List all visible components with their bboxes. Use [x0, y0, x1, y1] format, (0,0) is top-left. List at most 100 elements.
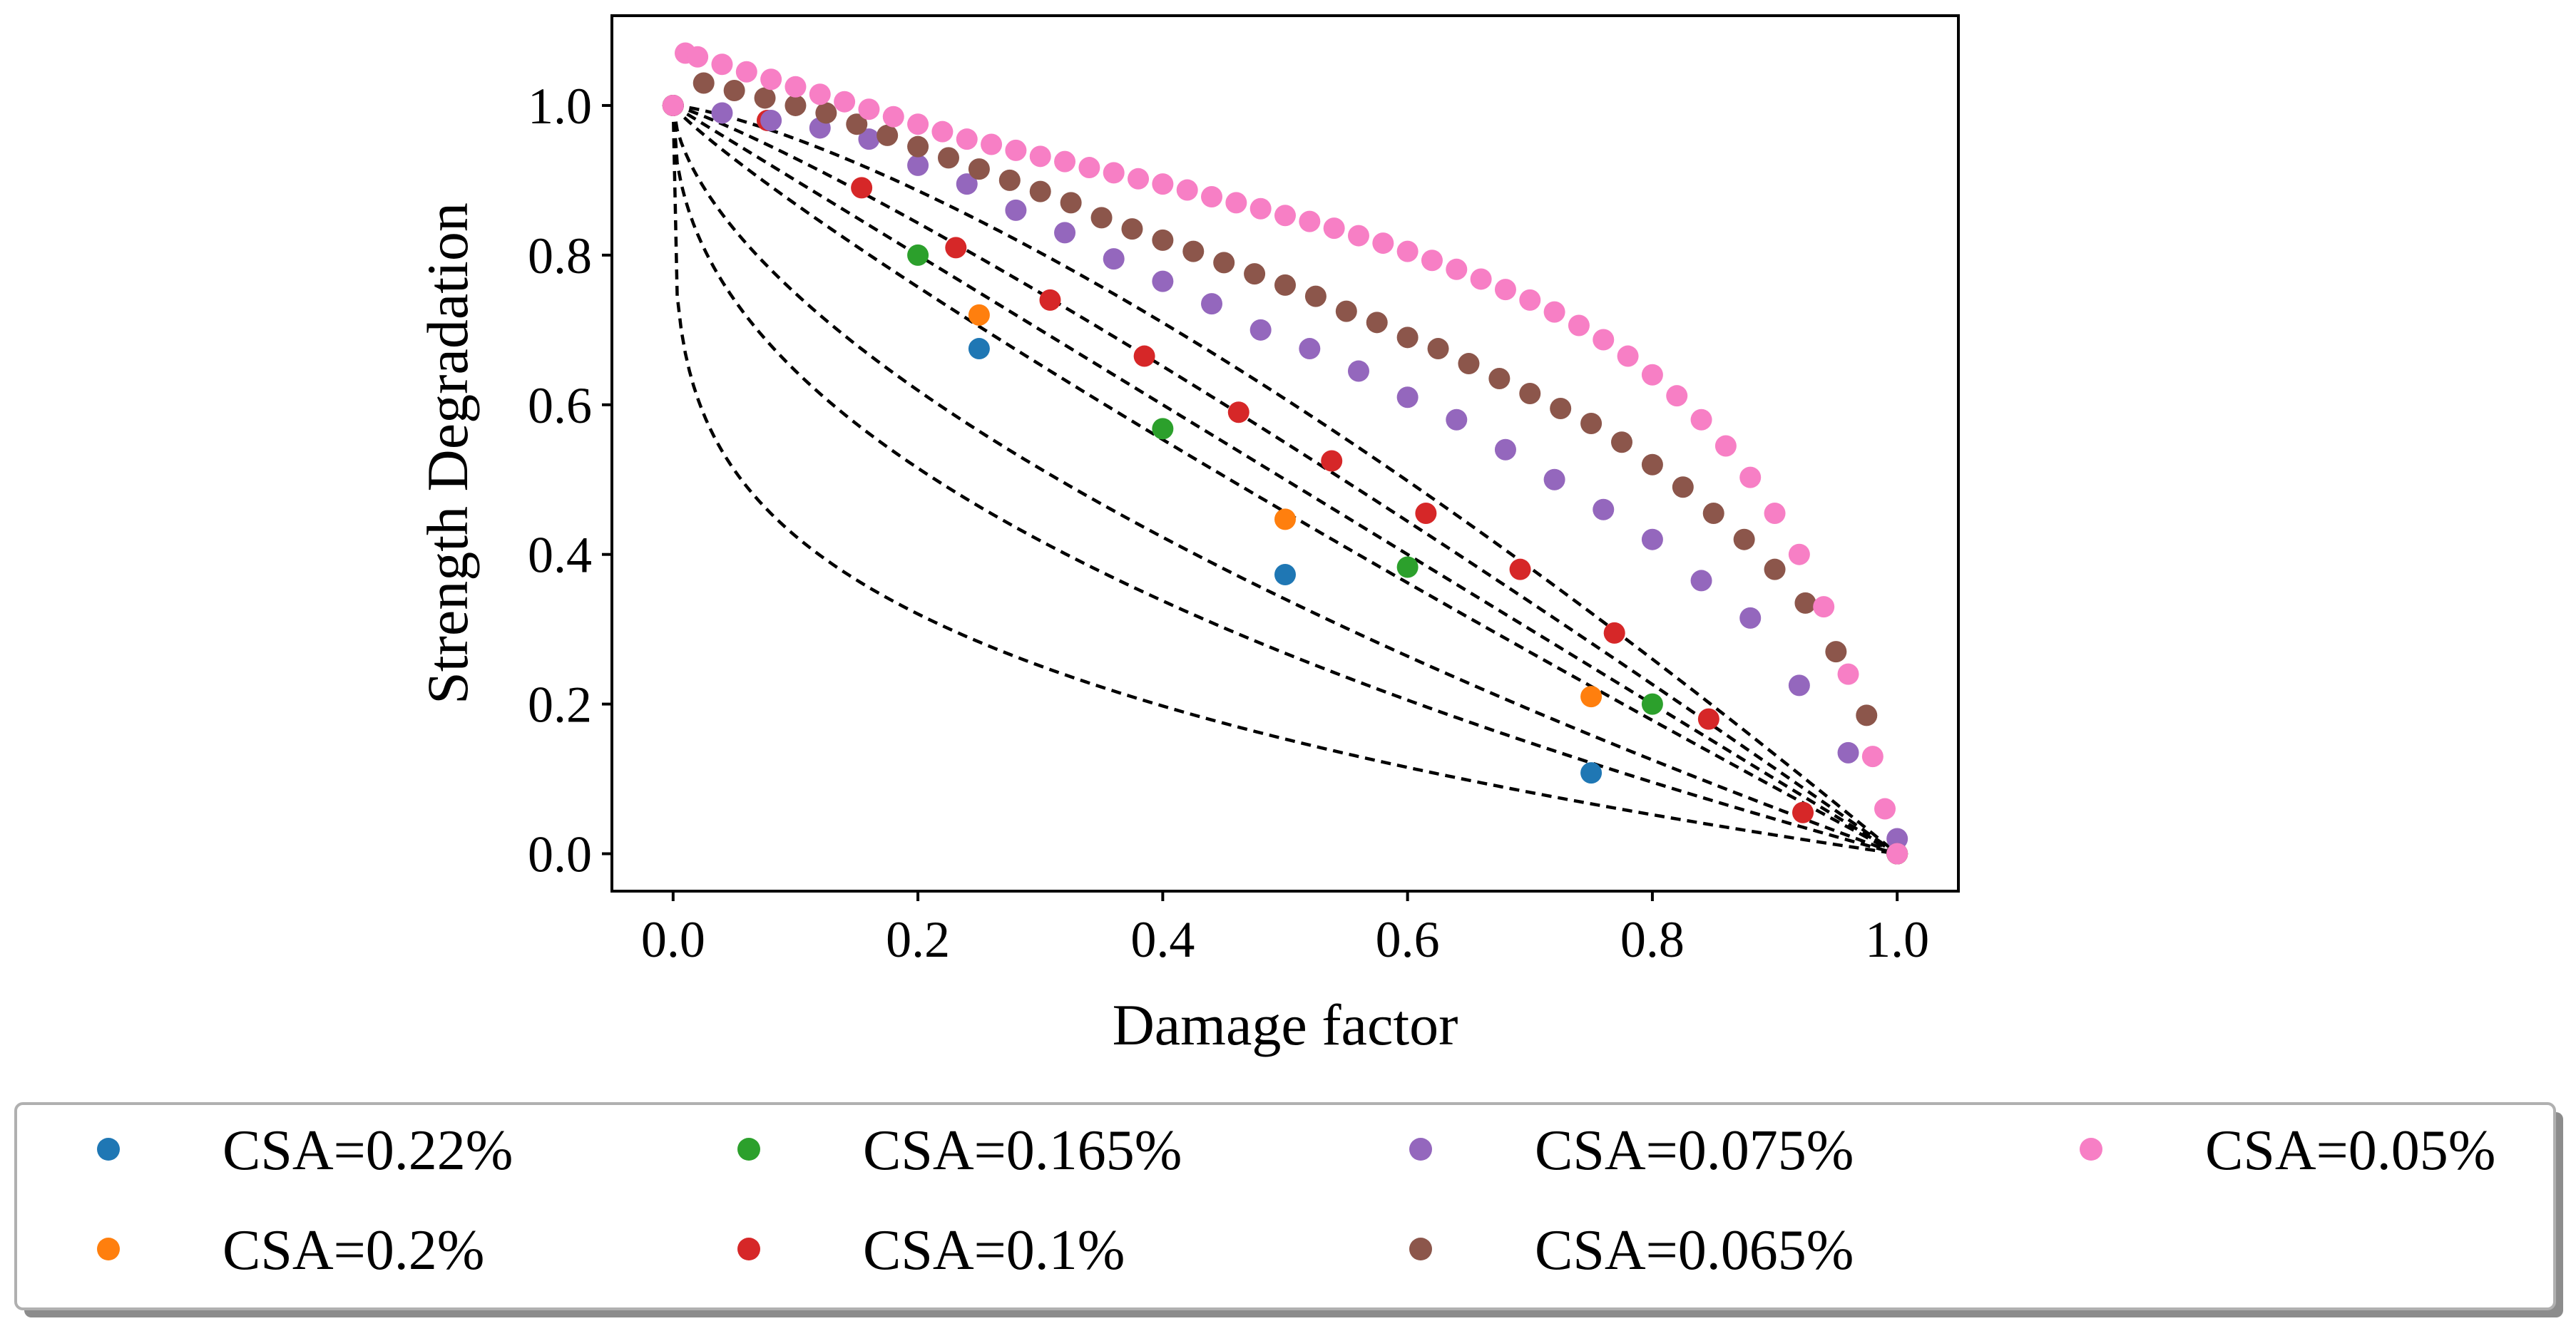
data-point	[1274, 205, 1296, 227]
data-point	[1029, 145, 1051, 168]
data-point	[754, 87, 776, 109]
data-point	[1837, 741, 1859, 764]
data-point	[1672, 476, 1694, 498]
data-point	[1813, 596, 1835, 618]
y-tick-label: 0.2	[528, 677, 592, 734]
data-point	[1103, 162, 1125, 184]
data-point	[1641, 453, 1663, 476]
data-point	[882, 106, 904, 128]
data-point	[1519, 383, 1541, 405]
data-point	[1697, 708, 1719, 730]
data-point	[1054, 150, 1076, 173]
legend-entry: CSA=0.065%	[1409, 1219, 1854, 1282]
data-point	[876, 124, 899, 146]
data-point	[1244, 263, 1266, 285]
legend-marker	[1409, 1238, 1432, 1260]
legend-marker	[97, 1238, 120, 1260]
legend-label: CSA=0.075%	[1535, 1119, 1854, 1182]
data-point	[1739, 607, 1762, 629]
legend-entry: CSA=0.05%	[2080, 1119, 2495, 1182]
data-point	[1603, 622, 1625, 644]
data-point	[956, 128, 978, 150]
legend-label: CSA=0.2%	[223, 1219, 484, 1282]
data-point	[1739, 466, 1762, 488]
data-point	[1039, 289, 1061, 311]
data-point	[1396, 327, 1419, 349]
data-point	[858, 128, 880, 150]
fit-curve-7	[671, 105, 1898, 855]
fit-curve-5	[671, 105, 1898, 855]
data-point	[1519, 289, 1541, 311]
data-point	[1421, 250, 1443, 272]
data-point	[968, 338, 990, 360]
data-point	[1458, 353, 1480, 375]
data-point	[1494, 279, 1516, 301]
legend-entry: CSA=0.22%	[97, 1119, 513, 1182]
data-point	[711, 53, 733, 76]
fit-curve-2	[673, 103, 1898, 855]
data-point	[1580, 686, 1603, 708]
data-point	[1641, 364, 1663, 386]
data-point	[735, 61, 757, 83]
data-point	[1103, 248, 1125, 270]
data-point	[1396, 240, 1419, 262]
data-point	[1029, 180, 1051, 202]
data-point	[1323, 217, 1345, 240]
data-point	[760, 68, 782, 91]
data-point	[1837, 663, 1859, 685]
series-7	[662, 42, 1908, 865]
data-point	[1794, 592, 1816, 614]
data-point	[1427, 338, 1449, 360]
data-points	[662, 42, 1908, 865]
x-tick-label: 0.4	[1130, 911, 1195, 968]
y-tick-label: 0.8	[528, 227, 592, 284]
data-point	[760, 109, 782, 131]
legend-marker	[737, 1238, 760, 1260]
legend-entry: CSA=0.165%	[737, 1119, 1182, 1182]
data-point	[1152, 229, 1174, 251]
data-point	[1494, 438, 1516, 461]
data-point	[784, 76, 807, 98]
legend-label: CSA=0.05%	[2205, 1119, 2495, 1182]
data-point	[1617, 345, 1639, 367]
data-point	[1788, 674, 1810, 697]
data-point	[1543, 301, 1565, 323]
data-point	[1714, 435, 1737, 457]
data-point	[1299, 338, 1321, 360]
data-point	[1201, 293, 1223, 315]
x-tick-label: 0.6	[1376, 911, 1440, 968]
data-point	[1825, 641, 1847, 663]
legend-entry: CSA=0.2%	[97, 1219, 484, 1282]
legend-marker	[1409, 1138, 1432, 1161]
data-point	[1176, 179, 1198, 201]
data-point	[834, 91, 856, 113]
legend-label: CSA=0.065%	[1535, 1219, 1854, 1282]
data-point	[1641, 693, 1663, 715]
data-point	[1396, 386, 1419, 408]
legend-entries: CSA=0.22% CSA=0.2% CSA=0.165% CSA=0.1% CSA=0…	[97, 1119, 2495, 1282]
data-point	[1249, 197, 1272, 220]
data-point	[1249, 319, 1272, 341]
data-point	[1335, 300, 1357, 322]
x-axis-ticks: 0.0 0.2 0.4 0.6 0.8 1.0	[641, 891, 1929, 968]
data-point	[1788, 543, 1810, 565]
legend-label: CSA=0.1%	[863, 1219, 1125, 1282]
x-tick-label: 0.2	[886, 911, 950, 968]
data-point	[1005, 139, 1027, 161]
data-point	[1366, 312, 1388, 334]
data-point	[687, 46, 709, 68]
data-point	[1090, 207, 1113, 229]
data-point	[945, 237, 967, 259]
data-point	[1446, 258, 1468, 280]
data-point	[723, 79, 745, 101]
data-point	[1792, 801, 1814, 823]
data-point	[815, 102, 837, 124]
data-point	[1415, 502, 1437, 524]
data-point	[1133, 345, 1155, 367]
data-point	[1005, 199, 1027, 221]
data-point	[998, 169, 1021, 191]
data-point	[1543, 468, 1565, 490]
data-point	[1690, 408, 1712, 431]
data-point	[858, 98, 880, 120]
